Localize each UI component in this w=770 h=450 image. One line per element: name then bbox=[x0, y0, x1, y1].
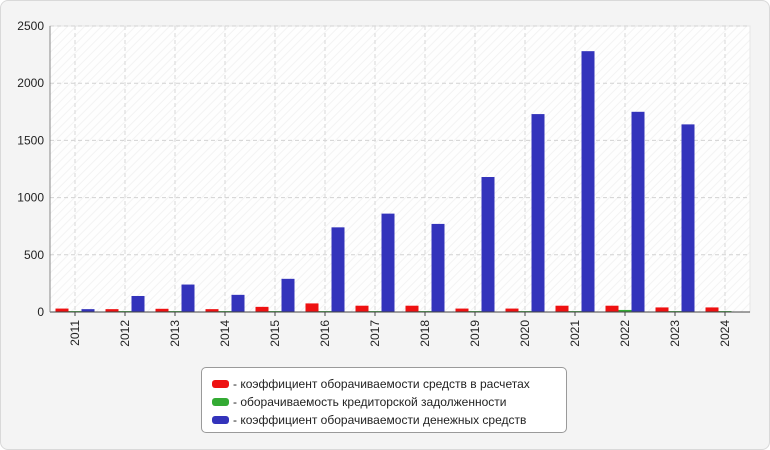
bar-0-2016 bbox=[305, 303, 319, 312]
bar-0-2021 bbox=[555, 305, 569, 312]
y-tick-label: 0 bbox=[37, 305, 44, 319]
legend-label: - оборачиваемость кредиторской задолженн… bbox=[233, 395, 507, 409]
legend-item-payables: - оборачиваемость кредиторской задолженн… bbox=[212, 393, 566, 411]
bar-2-2022 bbox=[631, 111, 645, 312]
bar-0-2017 bbox=[355, 305, 369, 312]
bar-0-2015 bbox=[255, 306, 269, 312]
x-tick-label: 2024 bbox=[718, 320, 732, 347]
legend-label: - коэффициент оборачиваемости средств в … bbox=[233, 377, 530, 391]
bar-2-2014 bbox=[231, 294, 245, 312]
legend-swatch-red bbox=[212, 380, 229, 388]
x-tick-label: 2022 bbox=[618, 320, 632, 347]
plot-area bbox=[49, 25, 751, 313]
x-tick-label: 2018 bbox=[418, 320, 432, 347]
legend-swatch-green bbox=[212, 398, 229, 406]
x-tick-label: 2021 bbox=[568, 320, 582, 347]
bar-0-2022 bbox=[605, 305, 619, 312]
bar-2-2019 bbox=[481, 177, 495, 312]
legend-swatch-blue bbox=[212, 416, 229, 424]
bar-2-2017 bbox=[381, 213, 395, 312]
bar-0-2011 bbox=[55, 308, 69, 312]
bar-2-2015 bbox=[281, 278, 295, 312]
legend-label: - коэффициент оборачиваемости денежных с… bbox=[233, 413, 527, 427]
x-tick-label: 2020 bbox=[518, 320, 532, 347]
bar-2-2016 bbox=[331, 227, 345, 312]
bar-2-2013 bbox=[181, 284, 195, 312]
x-tick-label: 2019 bbox=[468, 320, 482, 347]
bar-1-2022 bbox=[618, 309, 632, 312]
bar-0-2020 bbox=[505, 308, 519, 312]
y-tick-label: 1000 bbox=[17, 191, 44, 205]
bar-0-2013 bbox=[155, 308, 169, 312]
bar-0-2023 bbox=[655, 307, 669, 312]
y-tick-labels: 0 500 1000 1500 2000 2500 bbox=[17, 19, 44, 319]
x-tick-label: 2012 bbox=[118, 320, 132, 347]
y-tick-label: 2500 bbox=[17, 19, 44, 33]
bar-2-2023 bbox=[681, 124, 695, 312]
bar-2-2011 bbox=[81, 309, 95, 312]
x-tick-label: 2017 bbox=[368, 320, 382, 347]
x-tick-label: 2015 bbox=[268, 320, 282, 347]
bar-2-2012 bbox=[131, 295, 145, 312]
legend: - коэффициент оборачиваемости средств в … bbox=[201, 367, 567, 433]
x-tick-label: 2023 bbox=[668, 320, 682, 347]
x-tick-label: 2016 bbox=[318, 320, 332, 347]
bar-2-2021 bbox=[581, 51, 595, 312]
y-tick-label: 1500 bbox=[17, 133, 44, 147]
x-tick-label: 2014 bbox=[218, 320, 232, 347]
bar-2-2020 bbox=[531, 114, 545, 312]
bar-0-2018 bbox=[405, 305, 419, 312]
y-tick-label: 2000 bbox=[17, 76, 44, 90]
bar-2-2018 bbox=[431, 223, 445, 312]
y-tick-label: 500 bbox=[24, 248, 44, 262]
x-tick-label: 2011 bbox=[68, 320, 82, 346]
legend-item-cash: - коэффициент оборачиваемости денежных с… bbox=[212, 411, 566, 429]
x-tick-labels: 2011 2012 2013 2014 2015 2016 2017 2018 2019 2020… bbox=[68, 312, 732, 347]
bar-0-2012 bbox=[105, 309, 119, 312]
legend-item-settlements: - коэффициент оборачиваемости средств в … bbox=[212, 375, 566, 393]
bar-0-2024 bbox=[705, 307, 719, 312]
bar-0-2014 bbox=[205, 309, 219, 312]
x-tick-label: 2013 bbox=[168, 320, 182, 347]
bar-0-2019 bbox=[455, 308, 469, 312]
